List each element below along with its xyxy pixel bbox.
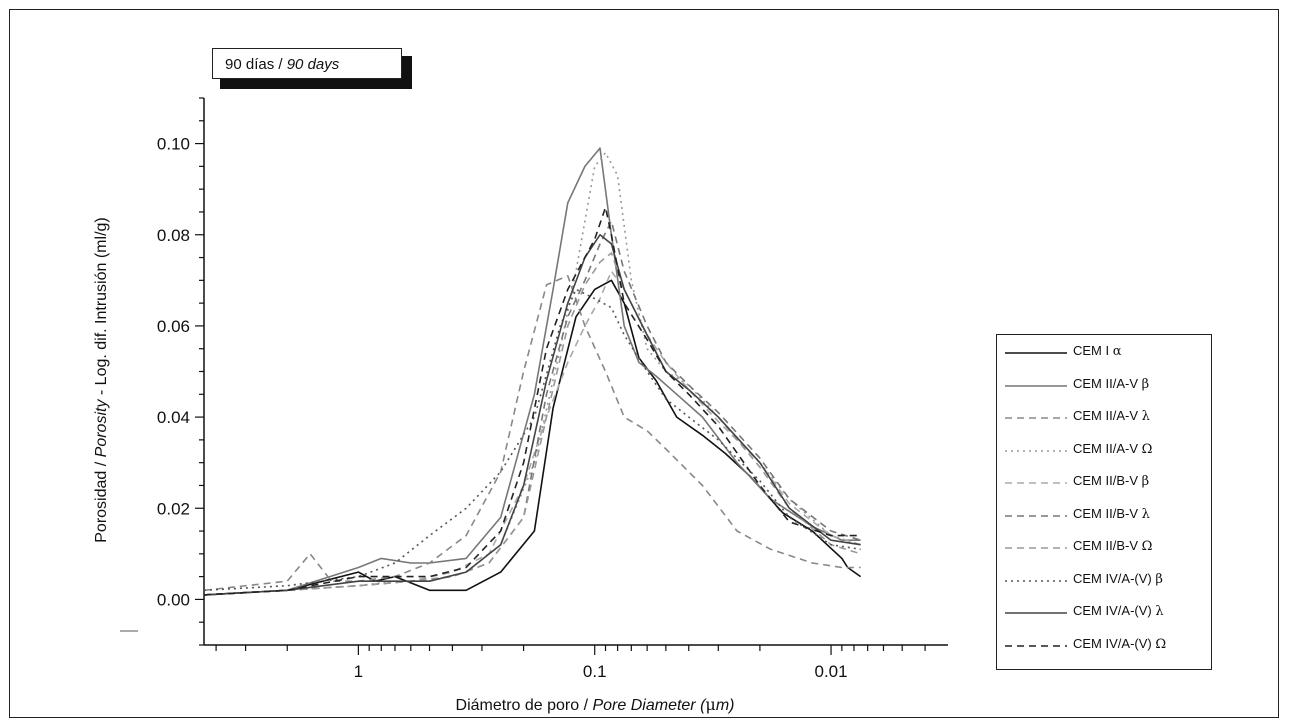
legend-label: CEM II/B-V λ [1073, 506, 1150, 522]
series-layer [203, 147, 862, 596]
legend-item: CEM IV/A-(V) Ω [997, 634, 1207, 656]
y-axis-label: Porosidad / Porosity - Log. dif. Intrusi… [93, 217, 110, 542]
x-tick-label: 1 [354, 662, 363, 681]
legend-swatch [1005, 384, 1067, 387]
legend-item: CEM II/B-V Ω [997, 536, 1207, 558]
legend-label: CEM II/A-V β [1073, 376, 1149, 392]
series-line [203, 270, 861, 596]
series-line [203, 279, 862, 596]
chart-title-box: 90 días / 90 days [212, 48, 412, 89]
legend-series-symbol: λ [1141, 506, 1150, 522]
series-line [203, 252, 861, 596]
x-tick-label: 0.01 [815, 662, 848, 681]
legend-swatch [1005, 612, 1067, 614]
series-line [203, 288, 861, 592]
legend-series-name: CEM IV/A-(V) [1073, 635, 1156, 651]
legend-swatch [1005, 482, 1067, 484]
series-line [203, 147, 861, 596]
x-axis-label: Diámetro de poro / Pore Diameter (μm) [456, 695, 735, 714]
axes: 0.00 0.02 0.04 0.06 0.08 0.10 1 0.1 0.01 [157, 97, 948, 681]
legend-series-symbol: β [1141, 376, 1150, 392]
legend-swatch [1005, 417, 1067, 419]
legend-swatch [1005, 644, 1067, 647]
legend-series-name: CEM II/A-V [1073, 375, 1142, 391]
legend-item: CEM II/A-V β [997, 374, 1207, 396]
y-tick-label: 0.02 [157, 499, 190, 518]
chart-title: 90 días / 90 days [212, 48, 402, 79]
series-line [203, 151, 861, 596]
legend-series-symbol: Ω [1141, 441, 1153, 457]
legend-series-symbol: λ [1155, 604, 1164, 619]
legend-item: CEM IV/A-(V) β [997, 569, 1207, 591]
legend-series-name: CEM II/B-V [1073, 505, 1142, 521]
y-tick-label: 0.04 [157, 408, 190, 427]
y-tick-label: 0.10 [157, 135, 190, 154]
legend-series-symbol: λ [1141, 409, 1150, 424]
legend-label: CEM II/B-V β [1073, 473, 1149, 489]
series-line [203, 220, 861, 596]
legend-series-symbol: β [1155, 571, 1163, 587]
legend-series-name: CEM II/B-V [1073, 473, 1142, 488]
legend-swatch [1005, 579, 1067, 582]
legend-item: CEM II/B-V λ [997, 504, 1207, 526]
legend: CEM I α CEM II/A-V β CEM II/A-V λ CEM II/A-… [996, 334, 1212, 670]
y-tick-label: 0.00 [157, 590, 190, 609]
legend-series-symbol: α [1112, 344, 1122, 359]
y-tick-label: 0.08 [157, 226, 190, 245]
legend-label: CEM II/B-V Ω [1073, 538, 1152, 554]
legend-label: CEM II/A-V Ω [1073, 441, 1152, 457]
legend-label: CEM II/A-V λ [1073, 408, 1150, 424]
legend-series-name: CEM IV/A-(V) [1073, 570, 1156, 586]
legend-item: CEM II/B-V β [997, 471, 1207, 493]
legend-series-symbol: Ω [1141, 539, 1153, 554]
legend-series-name: CEM IV/A-(V) [1073, 603, 1156, 618]
axis-labels: Diámetro de poro / Pore Diameter (μm) Po… [93, 217, 734, 714]
x-tick-label: 0.1 [583, 662, 607, 681]
legend-swatch [1005, 514, 1067, 517]
legend-series-symbol: β [1141, 474, 1150, 489]
legend-series-name: CEM II/B-V [1073, 538, 1142, 553]
series-line [203, 274, 861, 592]
legend-series-name: CEM II/A-V [1073, 440, 1142, 456]
chart-frame [9, 9, 1279, 718]
series-line [203, 234, 861, 596]
legend-label: CEM IV/A-(V) β [1073, 571, 1163, 587]
legend-swatch [1005, 449, 1067, 452]
legend-label: CEM I α [1073, 343, 1122, 359]
legend-series-symbol: Ω [1155, 636, 1167, 652]
stray-legend-mark [120, 630, 138, 632]
legend-swatch [1005, 547, 1067, 549]
legend-item: CEM IV/A-(V) λ [997, 601, 1207, 623]
legend-label: CEM IV/A-(V) Ω [1073, 636, 1166, 652]
legend-item: CEM II/A-V Ω [997, 439, 1207, 461]
legend-series-name: CEM II/A-V [1073, 408, 1142, 423]
legend-series-name: CEM I [1073, 343, 1113, 358]
legend-item: CEM I α [997, 341, 1207, 363]
legend-swatch [1005, 352, 1067, 354]
legend-item: CEM II/A-V λ [997, 406, 1207, 428]
legend-label: CEM IV/A-(V) λ [1073, 603, 1164, 619]
y-tick-label: 0.06 [157, 317, 190, 336]
